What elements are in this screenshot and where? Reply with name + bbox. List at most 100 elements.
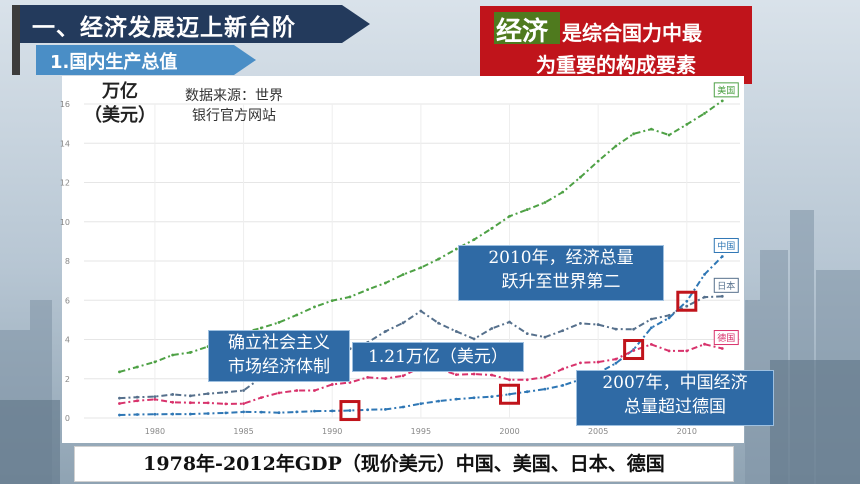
data-point xyxy=(720,99,724,103)
data-point xyxy=(224,411,228,415)
data-point xyxy=(295,410,299,414)
data-point xyxy=(384,330,387,333)
title-banner xyxy=(20,5,370,43)
key-message-line2: 为重要的构成要素 xyxy=(536,53,696,77)
data-point xyxy=(632,327,636,331)
data-point xyxy=(419,266,423,270)
data-point xyxy=(649,317,653,321)
y-tick-label: 8 xyxy=(65,257,70,266)
key-message-line1: 是综合国力中最 xyxy=(562,21,702,45)
data-point xyxy=(135,413,139,416)
data-source: 数据来源：世界 银行官方网站 xyxy=(185,86,283,126)
data-point xyxy=(685,299,689,303)
subtitle-banner xyxy=(36,45,256,75)
data-point xyxy=(171,412,175,416)
data-point xyxy=(118,396,121,400)
data-point xyxy=(153,397,157,401)
data-point xyxy=(454,397,458,401)
data-point xyxy=(384,377,387,380)
data-point xyxy=(401,374,405,378)
data-point xyxy=(632,132,636,136)
data-point xyxy=(525,378,529,382)
data-point xyxy=(206,392,210,396)
data-point xyxy=(472,372,476,376)
data-point xyxy=(632,349,636,352)
data-point xyxy=(667,313,671,317)
data-point xyxy=(348,295,352,299)
data-point xyxy=(667,133,671,137)
data-point xyxy=(525,390,529,394)
data-point xyxy=(259,410,263,414)
y-tick-label: 6 xyxy=(65,296,70,305)
data-point xyxy=(401,273,405,276)
slide-subtitle: 1.国内生产总值 xyxy=(50,52,178,73)
data-point xyxy=(118,413,121,417)
x-tick-label: 1990 xyxy=(322,427,342,436)
data-point xyxy=(703,295,706,299)
data-point xyxy=(596,159,600,163)
annotation-reform-line1: 确立社会主义 xyxy=(228,333,330,353)
data-point xyxy=(561,367,565,371)
data-point xyxy=(614,327,618,331)
data-point xyxy=(703,112,706,115)
data-point xyxy=(419,402,423,406)
annotation-value-text: 1.21万亿（美元） xyxy=(368,347,508,367)
data-point xyxy=(242,402,245,406)
y-tick-label: 16 xyxy=(60,100,70,109)
y-axis-unit-line1: 万亿 xyxy=(102,81,138,102)
y-tick-label: 10 xyxy=(60,218,70,227)
data-point xyxy=(579,322,582,325)
data-point xyxy=(649,343,653,346)
data-point xyxy=(437,257,440,261)
data-point xyxy=(384,407,387,411)
y-tick-label: 2 xyxy=(65,375,70,384)
annotation-2010-line2: 跃升至世界第二 xyxy=(501,272,621,292)
data-point xyxy=(277,391,281,395)
data-point xyxy=(295,389,299,392)
data-point xyxy=(135,365,139,369)
data-point xyxy=(313,305,316,309)
title-accent-bar xyxy=(12,5,20,75)
data-point xyxy=(685,123,689,126)
data-point xyxy=(437,399,440,403)
data-point xyxy=(188,394,192,398)
highlight-marker xyxy=(339,400,361,422)
data-point xyxy=(667,316,671,320)
annotation-2010: 2010年，经济总量 跃升至世界第二 xyxy=(458,245,664,301)
highlight-marker xyxy=(623,339,645,361)
data-point xyxy=(401,321,405,325)
x-tick-label: 2010 xyxy=(677,427,697,436)
series-line-1 xyxy=(119,255,723,417)
data-point xyxy=(525,332,529,336)
data-point xyxy=(366,288,370,292)
highlight-marker xyxy=(499,383,521,405)
data-point xyxy=(242,410,245,414)
series-label-box xyxy=(713,277,739,293)
data-point xyxy=(242,389,245,392)
y-axis-unit: 万亿 （美元） xyxy=(84,80,156,128)
data-point xyxy=(277,411,281,415)
data-point xyxy=(508,320,511,324)
data-point xyxy=(720,255,724,258)
data-point xyxy=(649,326,653,330)
data-point xyxy=(508,392,511,396)
data-point xyxy=(171,353,175,357)
data-point xyxy=(490,395,494,399)
data-point xyxy=(118,370,121,374)
key-message-highlight: 经济 xyxy=(496,17,549,47)
series-label: 德国 xyxy=(717,332,735,344)
series-label: 美国 xyxy=(717,84,735,96)
data-point xyxy=(561,329,565,333)
series-label-box xyxy=(713,330,739,346)
x-tick-label: 1985 xyxy=(233,427,253,436)
y-tick-label: 14 xyxy=(60,139,70,148)
y-tick-label: 0 xyxy=(65,414,70,423)
data-point xyxy=(490,373,494,377)
data-point xyxy=(330,299,334,303)
data-point xyxy=(224,390,228,394)
series-label: 日本 xyxy=(717,280,735,292)
data-point xyxy=(472,337,476,341)
data-point xyxy=(171,393,175,396)
data-point xyxy=(472,396,476,400)
